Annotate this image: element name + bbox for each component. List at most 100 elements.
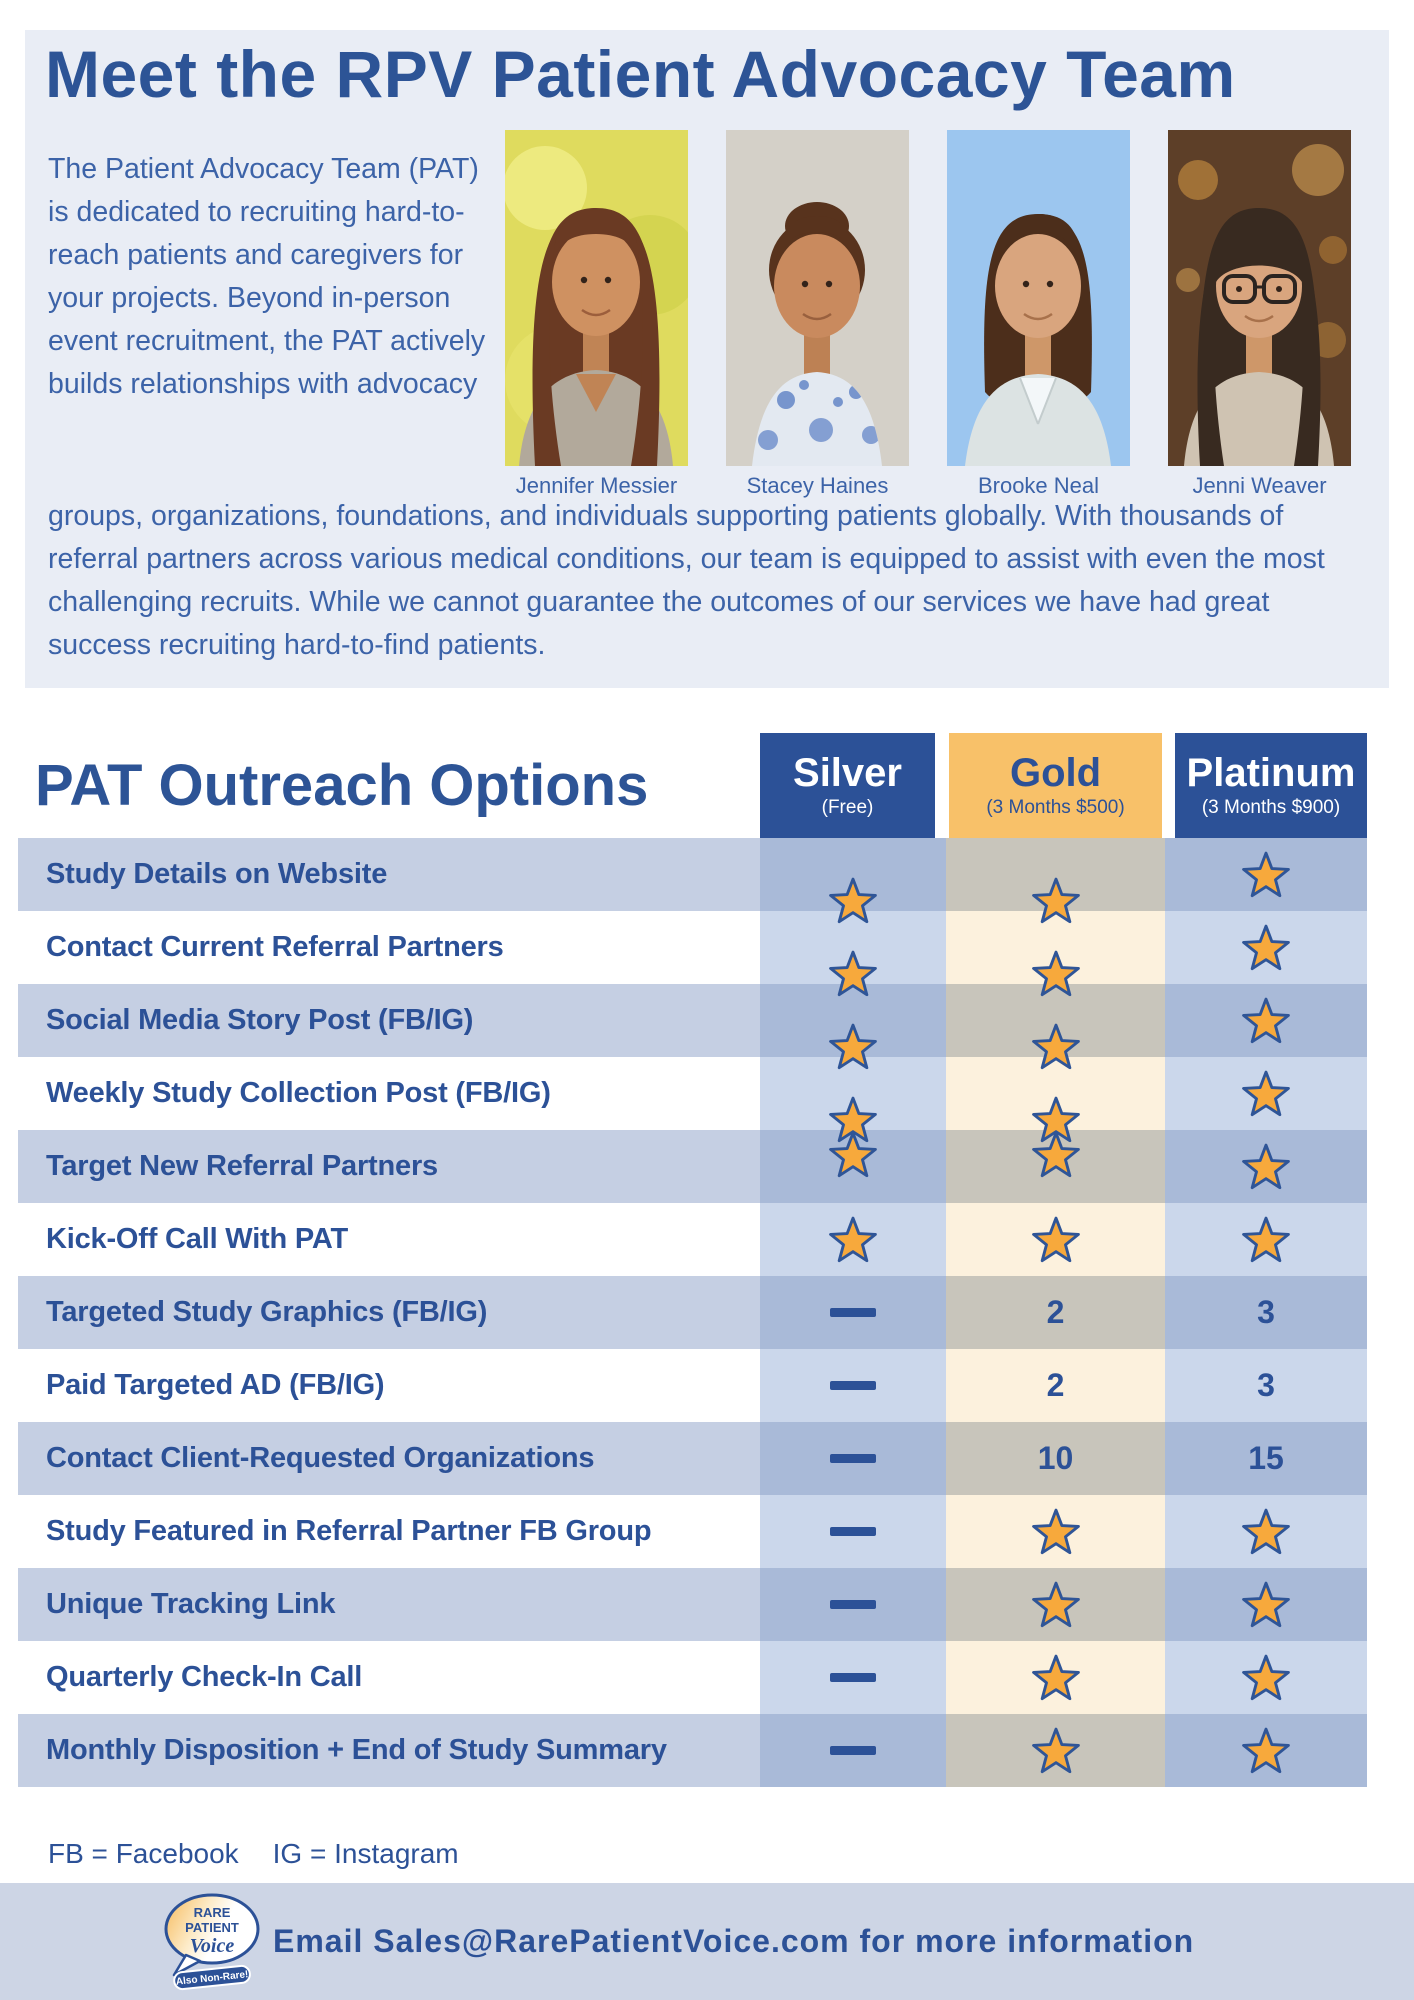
count-value: 15 (1248, 1440, 1284, 1476)
table-cell-gold (946, 1130, 1165, 1203)
star-icon (829, 877, 877, 923)
count-value: 10 (1037, 1440, 1074, 1476)
count-value: 3 (1257, 1294, 1275, 1330)
dash-icon (830, 1454, 876, 1463)
count-value: 2 (1046, 1294, 1065, 1330)
star-icon (1031, 1096, 1080, 1142)
table-cell-gold (946, 1057, 1165, 1142)
team-member-name: Stacey Haines (746, 473, 889, 498)
star-icon (1242, 1727, 1290, 1773)
table-cell-platinum: 15 (1165, 1422, 1367, 1495)
table-cell-platinum: 3 (1165, 1276, 1367, 1349)
table-cell-gold (946, 984, 1165, 1069)
table-cell-silver (760, 1057, 946, 1142)
team-member-name: Jennifer Messier (515, 473, 678, 498)
table-row: Kick-Off Call With PAT (18, 1203, 1367, 1276)
tier-header-silver: Silver (Free) (760, 733, 935, 838)
row-label: Target New Referral Partners (18, 1130, 760, 1203)
legend-fb: FB = Facebook (48, 1838, 239, 1869)
row-label: Targeted Study Graphics (FB/IG) (18, 1276, 760, 1349)
count-value: 3 (1257, 1367, 1275, 1403)
tier-price: (3 Months $900) (1201, 797, 1341, 818)
star-icon (1242, 1654, 1290, 1700)
table-cell-gold (946, 1203, 1165, 1276)
table-cell-gold (946, 1714, 1165, 1787)
rare-patient-voice-logo: RARE PATIENT Voice Also Non-Rare! (164, 1893, 260, 1990)
table-cell-platinum: 3 (1165, 1349, 1367, 1422)
team-member: Jenni Weaver (1168, 130, 1351, 499)
star-icon (829, 1023, 877, 1069)
star-icon (829, 1216, 877, 1262)
tier-name: Silver (793, 751, 902, 795)
table-cell-gold (946, 1568, 1165, 1641)
table-cell-platinum (1165, 1057, 1367, 1130)
table-cell-platinum (1165, 1130, 1367, 1203)
row-label: Unique Tracking Link (18, 1568, 760, 1641)
table-row: Contact Client-Requested Organizations 10… (18, 1422, 1367, 1495)
tier-price: (3 Months $500) (986, 797, 1125, 818)
table-cell-silver (760, 1203, 946, 1276)
table-cell-platinum (1165, 1714, 1367, 1787)
team-member-name: Jenni Weaver (1192, 473, 1327, 498)
table-title: PAT Outreach Options (35, 753, 649, 818)
table-row: Weekly Study Collection Post (FB/IG) (18, 1057, 1367, 1142)
star-icon (1031, 1131, 1080, 1177)
table-rows: Study Details on Website Contact Current … (18, 838, 1367, 1787)
photo-stacey-haines (726, 130, 909, 466)
table-row: Targeted Study Graphics (FB/IG) 2 3 (18, 1276, 1367, 1349)
logo-word-voice: Voice (190, 1935, 235, 1957)
table-cell-gold (946, 1495, 1165, 1568)
table-row: Study Featured in Referral Partner FB Gr… (18, 1495, 1367, 1568)
team-member: Jennifer Messier (505, 130, 688, 499)
dash-icon (830, 1600, 876, 1609)
star-icon (1031, 1727, 1080, 1773)
table-row: Unique Tracking Link (18, 1568, 1367, 1641)
table-cell-platinum (1165, 1203, 1367, 1276)
row-label: Paid Targeted AD (FB/IG) (18, 1349, 760, 1422)
table-cell-silver (760, 1276, 946, 1349)
table-row: Target New Referral Partners (18, 1130, 1367, 1203)
table-cell-gold (946, 1641, 1165, 1714)
row-label: Social Media Story Post (FB/IG) (18, 984, 760, 1057)
outreach-table: PAT Outreach Options Silver (Free) Gold … (18, 733, 1367, 1787)
dash-icon (830, 1673, 876, 1682)
table-cell-silver (760, 1641, 946, 1714)
table-cell-silver (760, 1714, 946, 1787)
star-icon (1031, 1654, 1080, 1700)
logo-word-patient: PATIENT (185, 1920, 239, 1935)
footer: RARE PATIENT Voice Also Non-Rare! Email … (0, 1883, 1414, 2000)
star-icon (1242, 924, 1290, 970)
tier-price: (Free) (821, 797, 874, 818)
table-row: Study Details on Website (18, 838, 1367, 923)
table-cell-gold: 2 (946, 1349, 1165, 1422)
team-member: Stacey Haines (726, 130, 909, 499)
table-cell-silver (760, 1568, 946, 1641)
table-row: Paid Targeted AD (FB/IG) 2 3 (18, 1349, 1367, 1422)
intro-text-left: The Patient Advocacy Team (PAT) is dedic… (48, 153, 486, 400)
star-icon (829, 950, 877, 996)
dash-icon (830, 1381, 876, 1390)
star-icon (1031, 1508, 1080, 1554)
star-icon (1031, 1023, 1080, 1069)
table-cell-silver (760, 1130, 946, 1203)
table-header: PAT Outreach Options Silver (Free) Gold … (18, 733, 1367, 838)
team-photos: Jennifer Messier (505, 130, 1351, 499)
star-icon (829, 1131, 877, 1177)
table-cell-platinum (1165, 984, 1367, 1057)
table-cell-silver (760, 838, 946, 923)
table-cell-platinum (1165, 911, 1367, 984)
table-cell-gold (946, 911, 1165, 996)
tier-name: Platinum (1186, 751, 1356, 795)
table-cell-silver (760, 984, 946, 1069)
star-icon (1242, 851, 1290, 897)
legend: FB = Facebook IG = Instagram (48, 1838, 459, 1870)
star-icon (1031, 1216, 1080, 1262)
table-row: Monthly Disposition + End of Study Summa… (18, 1714, 1367, 1787)
logo-word-rare: RARE (194, 1905, 231, 1920)
photo-brooke-neal (947, 130, 1130, 466)
table-cell-gold: 2 (946, 1276, 1165, 1349)
star-icon (1031, 877, 1080, 923)
row-label: Contact Current Referral Partners (18, 911, 760, 984)
intro-panel (25, 30, 1389, 688)
